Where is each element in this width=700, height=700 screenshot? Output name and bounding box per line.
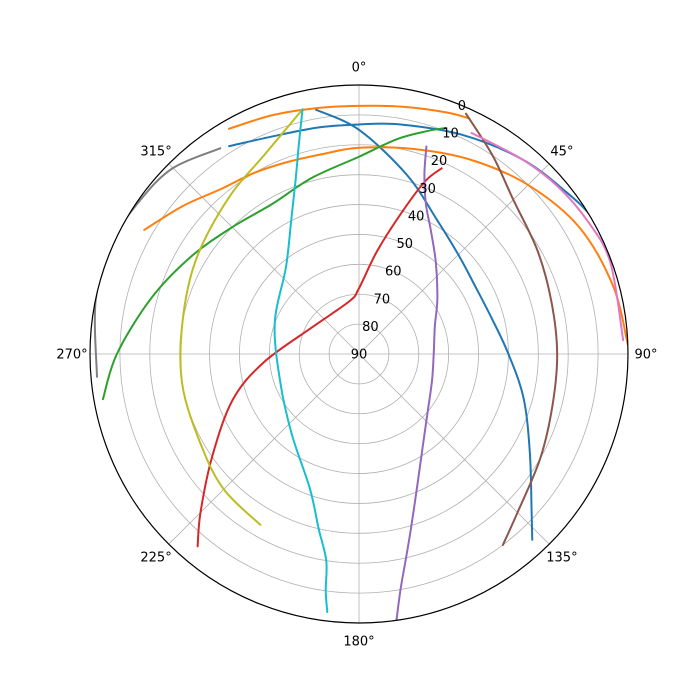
r-tick-label: 90 xyxy=(351,348,368,363)
theta-tick-label: 180° xyxy=(343,635,374,650)
r-tick-label: 50 xyxy=(396,237,413,252)
series-line-3 xyxy=(143,146,628,346)
theta-tick-label: 135° xyxy=(546,550,577,565)
series-line-7 xyxy=(464,112,559,546)
angular-grid-line-315 xyxy=(168,163,360,355)
theta-tick-label: 270° xyxy=(56,348,87,363)
theta-tick-label: 225° xyxy=(140,550,171,565)
theta-tick-label: 45° xyxy=(550,145,573,160)
series-line-10 xyxy=(179,108,304,526)
tick-labels: 0° 45° 90° 135° 180° 225° 270° 315° 0 10 20 30 40 50 6… xyxy=(56,61,657,650)
theta-tick-label: 90° xyxy=(634,348,657,363)
r-tick-label: 60 xyxy=(385,265,402,280)
r-tick-label: 10 xyxy=(442,127,459,142)
r-tick-label: 30 xyxy=(419,182,436,197)
r-tick-label: 70 xyxy=(374,292,391,307)
angular-grid-line-45 xyxy=(358,163,550,355)
series-line-1 xyxy=(314,108,534,541)
series-line-2 xyxy=(227,104,470,130)
r-tick-label: 80 xyxy=(362,320,379,335)
theta-tick-label: 315° xyxy=(140,145,171,160)
r-tick-label: 20 xyxy=(431,154,448,169)
series-line-11 xyxy=(273,108,329,614)
series-line-6 xyxy=(395,145,439,622)
series-line-9 xyxy=(93,147,222,378)
outer-frame xyxy=(89,84,629,624)
theta-tick-label: 0° xyxy=(352,61,367,76)
angular-grid-line-225 xyxy=(168,353,360,545)
series-line-5 xyxy=(196,167,443,548)
data-series xyxy=(93,104,628,622)
series-line-4 xyxy=(101,126,447,401)
r-tick-label: 40 xyxy=(408,209,425,224)
series-line-8 xyxy=(470,131,625,342)
frame xyxy=(89,84,629,624)
r-tick-label: 0 xyxy=(458,99,466,114)
angular-grid-line-135 xyxy=(358,353,550,545)
